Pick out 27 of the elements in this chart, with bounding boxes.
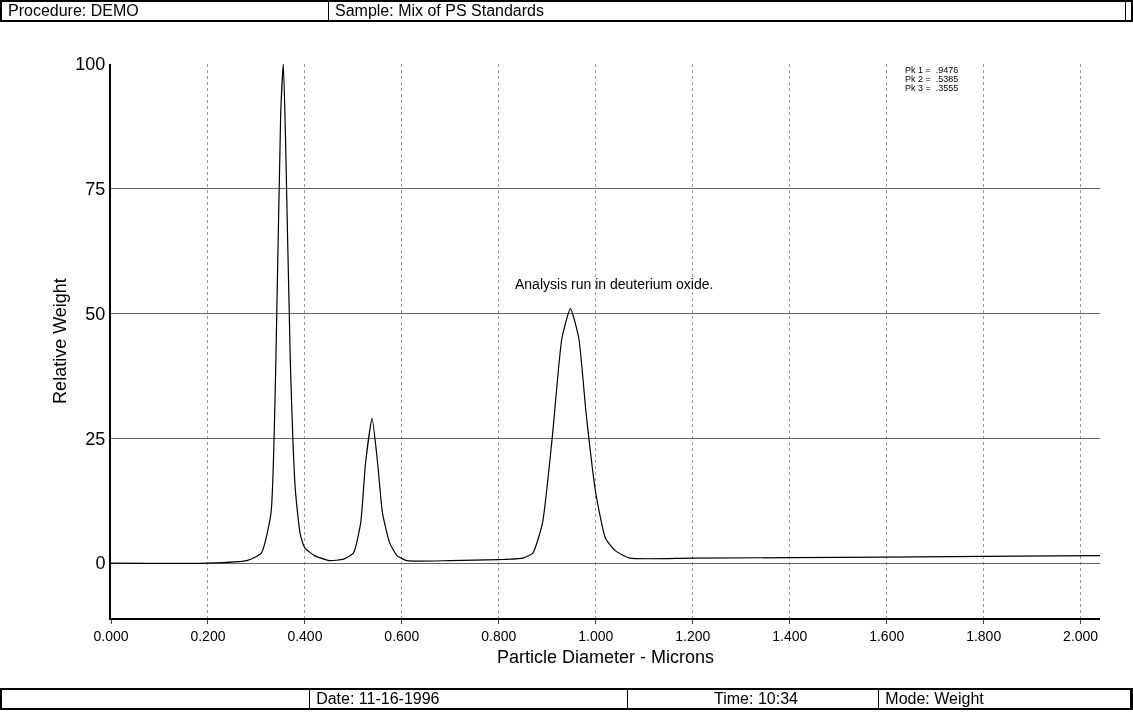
x-tick-label: 1.000	[578, 627, 614, 644]
text: Mode: Weight	[879, 690, 1131, 708]
y-tick-label: 50	[85, 303, 106, 324]
x-tick-label: 0.800	[481, 627, 517, 644]
text: Date: 11-16-1996	[310, 690, 628, 708]
text: Time: 10:34	[627, 690, 880, 708]
x-axis-title: Particle Diameter - Microns	[496, 647, 715, 668]
x-tick-label: 1.400	[772, 627, 808, 644]
x-tick-label: 0.600	[384, 627, 420, 644]
annotation: Pk 1 = .9476	[905, 65, 959, 75]
x-tick-label: 0.000	[93, 627, 129, 644]
y-tick-label: 100	[75, 54, 106, 75]
annotation: Analysis run in deuterium oxide.	[515, 276, 714, 292]
x-tick-label: 0.200	[190, 627, 226, 644]
annotation: Pk 2 = .5385	[905, 74, 959, 84]
annotation: Pk 3 = .3555	[905, 83, 959, 93]
x-tick-label: 0.400	[287, 627, 323, 644]
x-tick-label: 1.200	[675, 627, 711, 644]
x-tick-label: 1.800	[966, 627, 1002, 644]
chart-subtitle: Sample: Mix of PS Standards	[329, 2, 1126, 20]
y-tick-label: 0	[95, 553, 106, 574]
x-tick-label: 2.000	[1063, 627, 1099, 644]
y-axis-title: Relative Weight	[50, 278, 71, 404]
y-tick-label: 75	[85, 179, 106, 200]
y-tick-label: 25	[85, 428, 106, 449]
x-tick-label: 1.600	[869, 627, 905, 644]
chart-title: Procedure: DEMO	[2, 2, 329, 20]
